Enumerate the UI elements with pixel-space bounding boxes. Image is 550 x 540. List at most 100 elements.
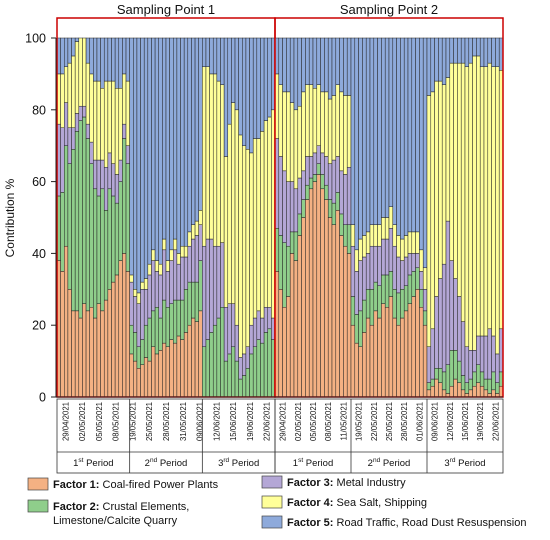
bar-segment-p1-b58-f2 [263, 332, 268, 398]
bar-segment-p1-b16-f5 [111, 37, 116, 82]
bar-segment-p2-b12-f1 [316, 174, 321, 398]
bar-segment-p1-b18-f3 [118, 159, 123, 182]
bar-segment-p1-b39-f1 [194, 321, 199, 398]
bar-segment-p1-b45-f5 [216, 37, 221, 82]
bar-segment-p2-b20-f1 [346, 253, 352, 398]
bar-segment-p1-b10-f4 [89, 73, 94, 143]
bar-segment-p1-b13-f5 [100, 37, 105, 89]
bar-segment-p1-b27-f3 [151, 260, 156, 312]
bar-segment-p2-b47-f3 [449, 260, 454, 351]
bar-segment-p1-b41-f4 [202, 66, 207, 247]
bar-segment-p1-b15-f2 [107, 188, 112, 290]
bar-segment-p2-b42-f5 [430, 37, 435, 93]
bar-segment-p2-b21-f3 [350, 245, 356, 297]
bar-segment-p2-b9-f2 [305, 184, 310, 200]
bar-segment-p2-b35-f2 [403, 285, 409, 312]
bar-segment-p1-b31-f2 [165, 307, 170, 347]
bar-segment-p2-b25-f4 [365, 231, 371, 254]
bar-segment-p1-b25-f5 [143, 37, 149, 279]
bar-segment-p2-b36-f1 [407, 303, 413, 398]
bar-segment-p2-b27-f3 [373, 245, 378, 283]
bar-segment-p1-b45-f3 [216, 245, 221, 319]
period-label-1-3: 3rd Period [218, 457, 259, 469]
legend-label-4: Factor 4: Sea Salt, Shipping [287, 497, 427, 509]
bar-segment-p1-b13-f4 [100, 88, 105, 161]
period-label-2-2: 2nd Period [368, 457, 411, 469]
bar-segment-p1-b17-f5 [114, 37, 120, 89]
date-label-1-4: 08/05/2021 [112, 402, 121, 441]
bar-segment-p2-b15-f5 [327, 37, 333, 100]
bar-segment-p2-b45-f5 [441, 37, 447, 85]
bar-segment-p2-b30-f4 [384, 217, 390, 240]
bar-segment-p2-b24-f5 [362, 37, 367, 236]
bar-segment-p2-b52-f3 [468, 350, 473, 380]
bar-segment-p2-b59-f5 [495, 37, 500, 67]
bar-segment-p2-b22-f3 [354, 271, 359, 315]
bar-segment-p2-b5-f2 [289, 231, 295, 254]
bar-segment-p2-b29-f5 [381, 37, 386, 218]
bar-segment-p2-b18-f1 [339, 235, 344, 398]
bar-segment-p1-b33-f5 [173, 37, 178, 240]
bar-segment-p2-b48-f3 [453, 278, 458, 351]
bar-segment-p2-b2-f4 [278, 84, 283, 157]
bar-segment-p2-b37-f3 [411, 253, 416, 272]
bar-segment-p2-b41-f4 [426, 95, 432, 347]
bar-segment-p1-b9-f5 [85, 37, 90, 64]
date-label-1-2: 02/05/2021 [78, 402, 87, 441]
bar-segment-p1-b4-f5 [67, 37, 72, 64]
bar-segment-p2-b44-f3 [438, 278, 443, 369]
bar-segment-p2-b27-f2 [373, 281, 378, 312]
bar-segment-p2-b33-f4 [396, 235, 401, 258]
bar-segment-p1-b16-f1 [111, 281, 116, 398]
legend-label-2: Factor 2: Crustal Elements, [53, 501, 189, 513]
bar-segment-p1-b19-f2 [122, 138, 127, 254]
bar-segment-p1-b47-f5 [223, 37, 229, 157]
bar-segment-p1-b32-f3 [169, 260, 174, 304]
bar-segment-p1-b36-f3 [183, 256, 189, 290]
bar-segment-p2-b13-f4 [320, 91, 325, 154]
bar-segment-p2-b2-f2 [278, 235, 283, 290]
bar-segment-p1-b45-f2 [216, 317, 221, 398]
bar-segment-p2-b37-f4 [411, 231, 416, 254]
bar-segment-p2-b19-f3 [343, 174, 348, 225]
bar-segment-p1-b15-f5 [107, 37, 112, 82]
bar-segment-p2-b47-f5 [449, 37, 454, 64]
bar-segment-p2-b11-f4 [312, 88, 318, 154]
bar-segment-p1-b58-f3 [263, 307, 268, 333]
period-label-2-1: 1st Period [293, 457, 333, 469]
bar-segment-p1-b12-f3 [96, 159, 101, 197]
bar-segment-p1-b10-f2 [89, 163, 94, 308]
bar-segment-p1-b25-f4 [143, 278, 149, 290]
bar-segment-p1-b33-f2 [173, 299, 178, 344]
bar-segment-p2-b13-f2 [320, 174, 325, 190]
bar-segment-p1-b18-f1 [118, 260, 123, 398]
bar-segment-p1-b23-f5 [136, 37, 141, 294]
y-tick-label-100: 100 [25, 32, 46, 46]
bar-segment-p2-b37-f1 [411, 296, 416, 398]
bar-segment-p1-b55-f2 [252, 346, 258, 398]
bar-segment-p2-b4-f3 [286, 181, 291, 247]
bar-segment-p1-b40-f1 [198, 310, 203, 398]
date-label-2-15: 22/06/2021 [491, 402, 500, 441]
bar-segment-p1-b59-f5 [267, 37, 272, 118]
bar-segment-p1-b42-f4 [205, 66, 210, 240]
bar-segment-p1-b20-f2 [125, 163, 130, 272]
bar-segment-p1-b37-f2 [187, 281, 192, 326]
bar-segment-p2-b32-f5 [392, 37, 397, 225]
legend-swatch-1 [27, 477, 49, 491]
bar-segment-p1-b13-f2 [100, 188, 105, 312]
bar-segment-p1-b57-f3 [260, 317, 265, 344]
bar-segment-p2-b23-f4 [358, 238, 363, 261]
bar-segment-p2-b36-f3 [407, 253, 413, 276]
bar-segment-p2-b54-f3 [476, 335, 481, 365]
bar-segment-p1-b30-f2 [162, 299, 167, 344]
bar-segment-p2-b38-f3 [415, 253, 420, 269]
bar-segment-p2-b14-f3 [324, 156, 329, 186]
bar-segment-p1-b48-f5 [227, 37, 232, 125]
bar-segment-p2-b18-f5 [339, 37, 344, 93]
bar-segment-p1-b31-f4 [165, 260, 170, 272]
bar-segment-p2-b56-f2 [483, 378, 489, 391]
bar-segment-p1-b9-f3 [85, 123, 90, 139]
bar-segment-p2-b17-f3 [335, 156, 340, 193]
bar-segment-p2-b20-f4 [346, 95, 352, 168]
